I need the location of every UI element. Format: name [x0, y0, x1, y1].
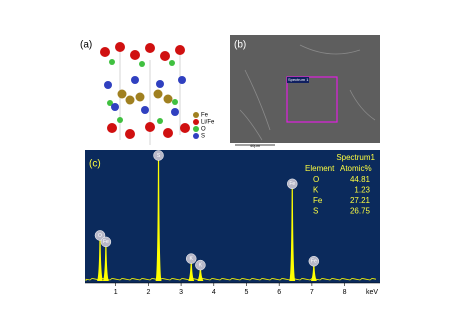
- peak-label: Fe: [289, 181, 295, 187]
- peak-label: S: [157, 153, 161, 159]
- peak-label: K: [190, 256, 194, 262]
- scale-label: 40µm: [250, 143, 261, 148]
- panel-label: (a): [80, 40, 92, 51]
- x-tick-label: 2: [146, 289, 150, 296]
- baseline-noise: [85, 277, 377, 281]
- sem-image: Spectrum 1 40µm (b): [230, 35, 380, 148]
- x-tick-label: 6: [277, 289, 281, 296]
- structure-legend: Fe Li/Fe O S: [201, 113, 215, 140]
- peak: [289, 186, 296, 281]
- x-tick-label: 5: [245, 289, 249, 296]
- x-tick-label: 7: [310, 289, 314, 296]
- legend-label: Fe: [201, 113, 209, 119]
- atomic-percent: 1.23: [354, 186, 370, 195]
- table-header: Element: [305, 164, 335, 173]
- x-tick-label: 4: [212, 289, 216, 296]
- peak-marker: [195, 259, 206, 271]
- peak: [188, 261, 195, 281]
- element: O: [313, 175, 319, 184]
- element: Fe: [313, 196, 323, 205]
- peak-marker: [287, 178, 298, 190]
- peak-marker: [185, 253, 197, 264]
- peak-marker: [100, 236, 112, 248]
- x-tick-label: 3: [179, 289, 183, 296]
- peak: [102, 244, 109, 281]
- peak-label: Fe: [103, 239, 109, 245]
- atomic-percent: 44.81: [350, 175, 371, 184]
- legend-label: O: [201, 127, 206, 133]
- panel-label: (b): [234, 40, 246, 51]
- legend-label: Li/Fe: [201, 120, 215, 126]
- crystal: [100, 42, 199, 145]
- peak-label: Fe: [311, 259, 317, 265]
- box-label: Spectrum 1: [288, 77, 309, 82]
- table-title: Spectrum1: [336, 153, 375, 162]
- peak-label: K: [199, 262, 203, 268]
- peak-marker: [308, 255, 320, 267]
- x-tick-label: 8: [343, 289, 347, 296]
- peak: [310, 264, 317, 281]
- peak: [97, 238, 104, 281]
- atomic-percent: 27.21: [350, 196, 371, 205]
- composition-table: Spectrum1 Element Atomic% O 44.81 K 1.23 Fe 2…: [305, 153, 376, 216]
- element: S: [313, 207, 318, 216]
- peak: [155, 158, 162, 281]
- element: K: [313, 186, 319, 195]
- peak-label: O: [98, 233, 102, 239]
- atomic-percent: 26.75: [350, 207, 371, 216]
- peak-marker: [153, 150, 164, 161]
- table-header: Atomic%: [340, 164, 372, 173]
- panel-label: (c): [89, 159, 101, 170]
- spectrum-background: [85, 150, 380, 283]
- legend-label: S: [201, 134, 205, 140]
- peak: [197, 268, 204, 281]
- x-axis-label: keV: [366, 289, 378, 296]
- x-tick-label: 1: [114, 289, 118, 296]
